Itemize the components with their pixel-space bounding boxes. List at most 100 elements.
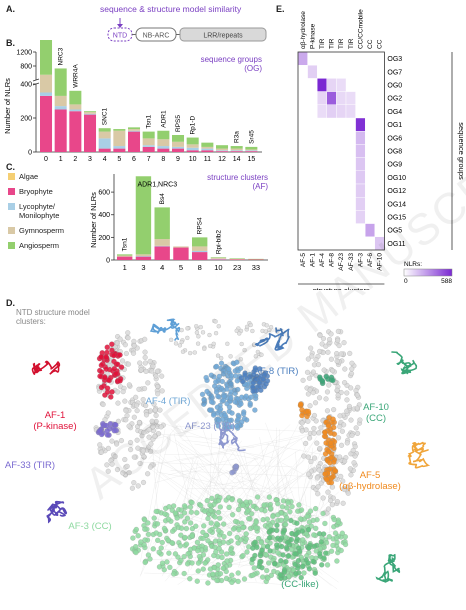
- node: [322, 429, 328, 436]
- bar-annotation: R3a: [234, 131, 241, 143]
- node: [255, 349, 260, 355]
- node: [253, 505, 260, 512]
- node: [241, 576, 248, 582]
- node: [145, 471, 151, 477]
- node: [245, 508, 251, 514]
- node: [253, 519, 259, 525]
- node: [264, 567, 270, 574]
- bar-segment: [142, 131, 155, 139]
- bar-segment: [210, 259, 227, 260]
- bar-segment: [192, 250, 208, 253]
- node: [321, 531, 327, 537]
- node: [339, 442, 345, 448]
- node: [289, 503, 295, 510]
- x-tick-label: 3: [141, 263, 145, 272]
- node: [331, 517, 337, 523]
- heatmap-cell: [365, 65, 375, 79]
- heatmap-cell: [298, 210, 308, 224]
- axis-break-mark: [32, 78, 40, 82]
- bar-segment: [229, 258, 245, 259]
- bar-segment: [186, 144, 199, 148]
- y-tick-label: 400: [20, 82, 32, 89]
- node: [229, 424, 235, 430]
- bar-segment: [245, 150, 258, 152]
- node: [202, 508, 208, 514]
- heatmap-cell: [326, 184, 337, 198]
- heatmap-cell: [374, 65, 385, 79]
- node: [216, 373, 223, 379]
- node: [342, 380, 348, 386]
- bar-segment: [113, 148, 126, 152]
- node: [213, 363, 220, 370]
- heatmap-cell: [355, 183, 366, 198]
- node: [182, 519, 188, 525]
- node: [138, 539, 144, 545]
- bar-segment: [135, 256, 152, 260]
- node: [117, 378, 123, 384]
- node: [112, 453, 118, 459]
- bar-segment: [142, 145, 155, 147]
- node: [254, 494, 261, 500]
- node: [98, 362, 105, 368]
- node: [313, 548, 319, 554]
- node: [337, 424, 343, 430]
- x-tick-label: 8: [161, 156, 165, 162]
- node: [327, 459, 333, 466]
- node: [238, 375, 244, 381]
- node: [311, 430, 317, 436]
- node: [183, 525, 189, 532]
- node: [299, 412, 305, 419]
- node: [158, 545, 164, 551]
- legend-swatch: [8, 188, 15, 195]
- heatmap-cell: [317, 144, 327, 158]
- node: [177, 543, 184, 549]
- node: [228, 538, 234, 544]
- node: [233, 518, 239, 525]
- node: [349, 360, 355, 366]
- node: [252, 365, 258, 371]
- node: [165, 537, 171, 543]
- node: [306, 375, 312, 381]
- bar-segment: [230, 146, 243, 149]
- node: [210, 571, 216, 577]
- bar-segment: [248, 259, 264, 260]
- edge: [248, 485, 270, 494]
- node: [282, 521, 289, 527]
- heatmap-cell: [298, 184, 308, 198]
- node: [173, 341, 179, 346]
- node: [213, 549, 219, 555]
- heatmap-cell: [307, 91, 318, 105]
- bar-segment: [113, 130, 126, 147]
- edge: [154, 469, 204, 483]
- heatmap-cell: [307, 184, 318, 198]
- node: [278, 517, 284, 523]
- node: [109, 438, 115, 444]
- node: [312, 570, 318, 576]
- node: [277, 537, 283, 543]
- node: [224, 551, 230, 557]
- node: [209, 495, 215, 501]
- heatmap-cell: [336, 78, 347, 92]
- heatmap-cell: [365, 210, 375, 224]
- heatmap-cell: [365, 184, 375, 198]
- edge: [156, 471, 263, 492]
- node: [323, 550, 329, 556]
- node: [184, 561, 191, 567]
- node: [278, 558, 284, 564]
- heatmap-cell: [307, 118, 318, 132]
- x-tick-label: 0: [44, 156, 48, 162]
- heatmap-row-label: OG1: [387, 122, 402, 129]
- node: [260, 574, 266, 580]
- heatmap-cell: [355, 144, 366, 158]
- node: [226, 530, 233, 537]
- edge: [225, 469, 328, 515]
- node: [228, 547, 234, 553]
- node: [308, 459, 314, 465]
- node: [114, 467, 120, 473]
- heatmap-cell: [317, 78, 328, 92]
- node: [142, 559, 148, 566]
- node: [339, 428, 345, 434]
- node: [142, 537, 148, 543]
- heatmap-cell: [317, 91, 328, 105]
- heatmap-cell: [336, 210, 346, 224]
